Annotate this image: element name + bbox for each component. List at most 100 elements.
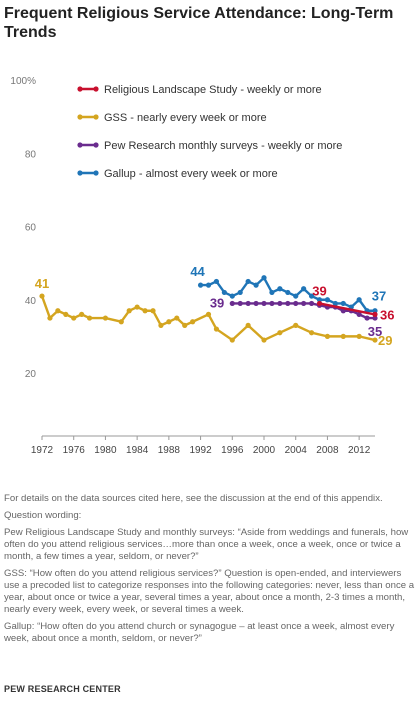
data-point <box>253 300 259 307</box>
data-label: 35 <box>368 324 382 339</box>
data-label: 44 <box>190 264 205 279</box>
data-point <box>285 289 291 296</box>
data-point <box>253 282 259 288</box>
data-point <box>261 300 267 307</box>
data-point <box>237 300 243 307</box>
data-point <box>182 322 188 328</box>
data-point <box>150 308 156 314</box>
data-label: 39 <box>210 295 224 310</box>
data-point <box>197 282 204 288</box>
line-chart: 20 40 60 80 100% 1972 1976 1980 1984 1988 1992 1996… <box>10 76 394 456</box>
x-tick-label: 1976 <box>63 445 86 456</box>
y-tick-label: 20 <box>25 369 37 380</box>
data-point <box>293 293 299 299</box>
data-point <box>63 311 69 317</box>
y-tick-label: 100% <box>10 76 36 87</box>
data-point <box>356 311 362 317</box>
data-point <box>205 311 212 317</box>
x-tick-label: 1972 <box>31 445 54 456</box>
data-point <box>134 304 140 310</box>
chart-title: Frequent Religious Service Attendance: L… <box>4 5 394 41</box>
series-line <box>319 302 376 316</box>
notes: For details on the data sources cited he… <box>4 493 416 650</box>
data-point <box>102 315 109 321</box>
legend-swatch-dot <box>93 86 99 92</box>
data-point <box>229 300 235 307</box>
data-point <box>293 300 299 307</box>
details-note: For details on the data sources cited he… <box>4 493 383 504</box>
data-point <box>293 322 299 328</box>
x-tick-label: 2008 <box>316 445 339 456</box>
x-tick-label: 2004 <box>285 445 308 456</box>
gss-question-note: GSS: “How often do you attend religious … <box>4 568 415 615</box>
data-point <box>39 293 45 299</box>
legend-swatch-dot <box>77 86 83 92</box>
data-point <box>340 300 346 307</box>
y-tick-label: 40 <box>25 296 37 307</box>
data-point <box>324 297 331 303</box>
data-point <box>245 278 251 285</box>
data-point <box>261 275 267 281</box>
gallup-question-note: Gallup: “How often do you attend church … <box>4 621 395 644</box>
x-tick-label: 1988 <box>158 445 181 456</box>
data-point <box>142 308 148 314</box>
data-point <box>166 319 172 325</box>
x-tick-label: 1996 <box>221 445 244 456</box>
data-label: 41 <box>35 276 49 291</box>
data-point <box>126 308 132 314</box>
data-point <box>308 330 315 336</box>
x-tick-label: 1980 <box>94 445 117 456</box>
legend-label: GSS - nearly every week or more <box>104 112 267 124</box>
x-tick-label: 2000 <box>253 445 276 456</box>
data-point <box>301 286 307 292</box>
data-point <box>277 286 283 292</box>
data-point <box>86 315 93 321</box>
data-point <box>324 333 331 339</box>
legend-swatch-dot <box>93 114 99 120</box>
data-point <box>229 293 235 299</box>
data-point <box>364 315 370 321</box>
data-point <box>174 315 180 321</box>
x-tick-label: 1984 <box>126 445 149 456</box>
data-point <box>71 315 77 321</box>
data-point <box>340 333 346 339</box>
data-label: 37 <box>372 289 386 304</box>
data-point <box>372 337 378 343</box>
data-point <box>261 337 267 343</box>
data-point <box>277 300 283 307</box>
data-point <box>245 300 251 307</box>
data-label: 36 <box>380 307 394 322</box>
data-point <box>55 308 61 314</box>
data-point <box>237 289 243 296</box>
data-point <box>190 319 196 325</box>
legend-swatch-dot <box>77 170 83 176</box>
legend-label: Religious Landscape Study - weekly or mo… <box>104 84 322 96</box>
data-point <box>372 311 378 317</box>
data-point <box>372 308 378 314</box>
pew-question-note: Pew Religious Landscape Study and monthl… <box>4 527 409 562</box>
x-tick-label: 1992 <box>189 445 212 456</box>
data-point <box>79 311 85 317</box>
data-point <box>332 300 338 307</box>
legend-label: Gallup - almost every week or more <box>104 168 278 180</box>
data-point <box>269 300 275 307</box>
data-point <box>158 322 164 328</box>
data-label: 29 <box>378 333 392 348</box>
source-footer: PEW RESEARCH CENTER <box>4 684 121 694</box>
data-point <box>47 315 53 321</box>
data-point <box>277 330 283 336</box>
data-point <box>205 282 212 288</box>
data-point <box>316 297 323 303</box>
y-tick-label: 60 <box>25 223 37 234</box>
data-point <box>269 289 275 296</box>
data-point <box>118 319 124 325</box>
legend-swatch-dot <box>77 114 83 120</box>
data-point <box>308 293 315 299</box>
legend-swatch-dot <box>93 170 99 176</box>
data-point <box>213 278 220 285</box>
legend-swatch-dot <box>77 142 83 148</box>
data-point <box>308 300 315 307</box>
question-wording-heading: Question wording: <box>4 510 82 521</box>
legend-swatch-dot <box>93 142 99 148</box>
data-point <box>221 289 227 296</box>
